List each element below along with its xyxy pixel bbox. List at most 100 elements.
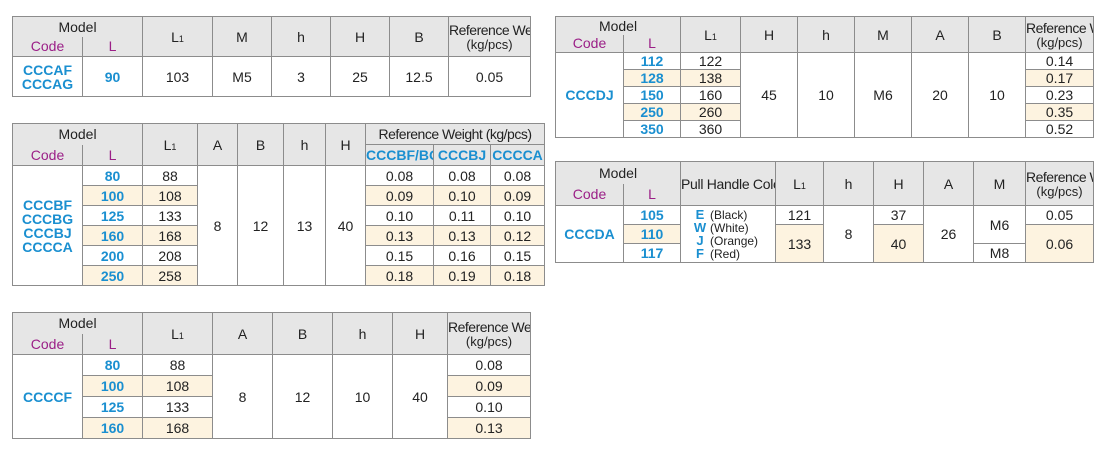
l-value: 125 — [81, 396, 144, 418]
model-code: CCCBF CCCBG CCCBJ CCCCA — [12, 165, 83, 286]
code-header: Code — [555, 183, 624, 206]
weight-cell: 0.14 — [1025, 52, 1095, 70]
weight-cell: 0.16 — [433, 245, 492, 266]
col-header: h — [332, 312, 394, 355]
l-value: 105 — [622, 205, 682, 225]
weight-cell: 0.09 — [490, 185, 546, 206]
l-value: 200 — [81, 245, 144, 266]
weight-code-header: CCCCA — [490, 144, 546, 166]
l-header: L — [622, 183, 682, 206]
l1-header: L1 — [142, 312, 214, 355]
l1-header: L1 — [775, 161, 825, 206]
col-header: h — [271, 16, 332, 57]
weight-header: Reference Weight(kg/pcs) — [447, 312, 532, 355]
weight-header: Reference Weight(kg/pcs) — [1025, 16, 1095, 53]
code-header: Code — [12, 144, 83, 166]
l-value: 160 — [81, 225, 144, 246]
col-header: H — [740, 16, 799, 53]
col-header: M — [854, 16, 913, 53]
l-value: 250 — [622, 103, 682, 121]
l-value: 80 — [81, 354, 144, 376]
weight-cell: 0.23 — [1025, 86, 1095, 104]
model-header: Model — [554, 161, 682, 184]
weight-cell: 0.15 — [490, 245, 546, 266]
weight-cell: 0.06 — [1025, 224, 1095, 263]
spec-table-cccda: Model Pull Handle Colors L1 h H A M Refe… — [554, 161, 1095, 263]
shared-cell: 12 — [272, 354, 334, 439]
col-header: B — [237, 123, 285, 166]
weight-header: Reference Weight (kg/pcs) — [365, 123, 546, 145]
spec-table-cccdj: Model L1 H h M A B Reference Weight(kg/p… — [554, 16, 1095, 138]
color-item: F (Red) — [696, 246, 741, 261]
weight-cell: 0.08 — [447, 354, 532, 376]
model-header: Model — [11, 312, 144, 334]
l1-value: 133 — [775, 224, 825, 263]
model-code: CCCCF — [12, 354, 83, 439]
weight-cell: 0.10 — [365, 205, 435, 226]
l-value: 110 — [622, 224, 682, 244]
weight-cell: 0.13 — [365, 225, 435, 246]
weight-cell: 0.13 — [433, 225, 492, 246]
model-header: Model — [554, 16, 682, 35]
l1-value: 260 — [680, 103, 742, 121]
l-value: 100 — [81, 375, 144, 397]
weight-code-header: CCCBJ — [433, 144, 492, 166]
weight-cell: 0.12 — [490, 225, 546, 246]
l-value: 80 — [81, 165, 144, 186]
col-header: M — [973, 161, 1027, 206]
l-header: L — [81, 144, 144, 166]
col-header: H — [873, 161, 925, 206]
weight-cell: 0.08 — [433, 165, 492, 186]
l-header: L — [81, 333, 144, 355]
l1-value: 108 — [142, 185, 199, 206]
weight-cell: 0.17 — [1025, 69, 1095, 87]
col-header: B — [389, 16, 450, 57]
color-item: W (White) — [693, 220, 749, 235]
color-item: J (Orange) — [696, 233, 759, 248]
h-value: 37 — [873, 205, 925, 225]
l-value: 160 — [81, 417, 144, 439]
shared-cell: 10 — [797, 52, 856, 138]
weight-cell: 0.18 — [490, 265, 546, 286]
weight-cell: 0.08 — [365, 165, 435, 186]
weight-cell: 0.09 — [365, 185, 435, 206]
l-value: 125 — [81, 205, 144, 226]
col-header: h — [797, 16, 856, 53]
model-header: Model — [11, 16, 144, 37]
m-value: M8 — [973, 243, 1027, 263]
l-value: 250 — [81, 265, 144, 286]
col-header: A — [212, 312, 274, 355]
cell: 25 — [330, 56, 391, 97]
code-header: Code — [12, 36, 83, 57]
spec-table-cccaf: Model L1 M h H B Reference Weight(kg/pcs… — [11, 16, 532, 97]
cell: 3 — [271, 56, 332, 97]
spec-table-cccbf: Model L1 A B h H Reference Weight (kg/pc… — [11, 123, 546, 286]
l1-value: 133 — [142, 396, 214, 418]
code-header: Code — [12, 333, 83, 355]
weight-cell: 0.08 — [490, 165, 546, 186]
weight-cell: 0.19 — [433, 265, 492, 286]
shared-cell: M6 — [854, 52, 913, 138]
weight-cell: 0.35 — [1025, 103, 1095, 121]
weight-cell: 0.10 — [490, 205, 546, 226]
shared-cell: 26 — [923, 205, 975, 263]
col-header: A — [197, 123, 239, 166]
l-value: 150 — [622, 86, 682, 104]
color-item: E (Black) — [695, 207, 748, 222]
col-header: H — [392, 312, 449, 355]
cell: M5 — [212, 56, 273, 97]
model-code: CCCDJ — [555, 52, 624, 138]
shared-cell: 10 — [968, 52, 1027, 138]
weight-cell: 0.18 — [365, 265, 435, 286]
model-code: CCCAF CCCAG — [12, 56, 83, 97]
col-header: H — [330, 16, 391, 57]
weight-cell: 0.11 — [433, 205, 492, 226]
shared-cell: 10 — [332, 354, 394, 439]
weight-header: Reference Weight(kg/pcs) — [1025, 161, 1095, 206]
l1-value: 160 — [680, 86, 742, 104]
l-header: L — [81, 36, 144, 57]
l1-value: 133 — [142, 205, 199, 226]
l1-value: 122 — [680, 52, 742, 70]
shared-cell: 8 — [212, 354, 274, 439]
shared-cell: 40 — [325, 165, 367, 286]
